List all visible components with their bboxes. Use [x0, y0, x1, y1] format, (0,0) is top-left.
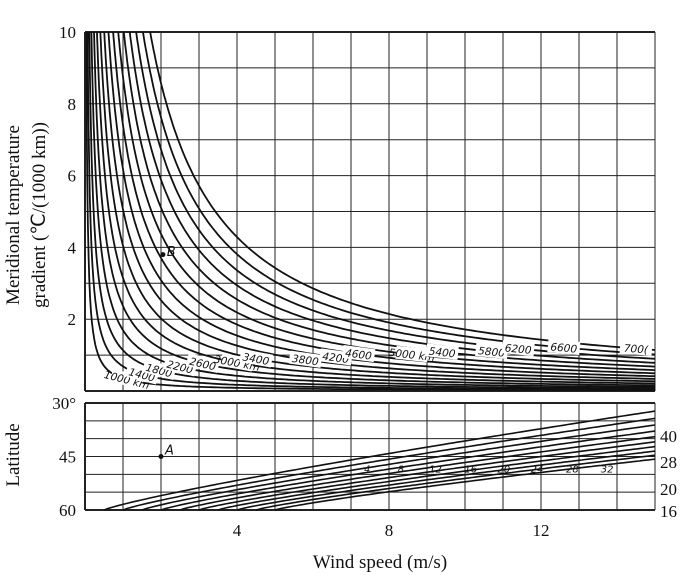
curve-3800 [103, 31, 656, 380]
curve-2600 [93, 31, 655, 387]
curve-label-2600: 2600 [188, 356, 217, 374]
point-a-label: A [164, 444, 174, 459]
curve-label-bg [501, 340, 535, 357]
bottom-curve-label-28: 28 [566, 465, 579, 476]
curve-3000-km [96, 31, 656, 385]
x-tick-label: 4 [233, 521, 242, 540]
curve-label-7000: 700( [623, 343, 649, 357]
y-tick-label: 4 [68, 238, 77, 257]
bottom-curve-40 [274, 458, 656, 511]
bottom-curve-36 [255, 454, 656, 511]
y-axis-title-line1: Meridional temperature [3, 125, 24, 305]
bottom-curve-label-24: 24 [531, 465, 544, 476]
bottom-y-axis-title: Latitude [3, 423, 24, 486]
x-tick-label: 12 [533, 521, 550, 540]
bottom-curve-label-8: 8 [398, 465, 404, 476]
curve-label-bg [395, 345, 429, 363]
y-tick-label: 8 [68, 95, 77, 114]
x-tick-label: 8 [385, 521, 394, 540]
curve-label-6200: 6200 [504, 342, 532, 357]
curve-label-bg [425, 343, 459, 360]
curve-2200 [90, 31, 655, 388]
bottom-curve-24 [198, 441, 656, 511]
y-tick-label: 2 [68, 310, 77, 329]
curve-label-bg [239, 348, 274, 368]
curve-label-3400: 3400 [242, 351, 271, 368]
curve-4600 [112, 31, 656, 375]
curve-5800 [128, 31, 656, 364]
y-axis-title-line2: gradient (℃/(1000 km)) [29, 122, 50, 308]
curve-label-bg [475, 342, 509, 360]
curve-label-6600: 6600 [550, 341, 578, 355]
bottom-right-label: 20 [660, 480, 677, 499]
curve-label-5800: 5800 [478, 345, 506, 360]
bottom-y-tick-label: 60 [59, 501, 76, 520]
curve-label-5000-km: 5000 km [388, 347, 435, 364]
curve-1800 [88, 31, 655, 390]
curve-label-bg [619, 340, 653, 356]
bottom-right-label: 40 [660, 427, 677, 446]
bottom-y-tick-label: 45 [59, 448, 76, 467]
point-b-label: B [167, 245, 176, 260]
curve-label-3800: 3800 [291, 353, 319, 369]
y-tick-label: 10 [59, 23, 76, 42]
bottom-curve-label-32: 32 [601, 465, 614, 476]
curve-1400 [86, 31, 656, 391]
bottom-curve-28 [217, 445, 656, 511]
point-b-marker [160, 252, 166, 258]
bottom-panel-curves [103, 410, 656, 511]
top-panel-grid [84, 31, 656, 392]
bottom-curve-32 [236, 450, 656, 511]
curve-5000-km [117, 31, 656, 371]
curve-label-bg [547, 339, 581, 355]
point-a-marker [158, 454, 164, 459]
bottom-curve-label-12: 12 [429, 465, 442, 476]
curve-label-bg [163, 356, 198, 377]
curve-3400 [99, 31, 656, 383]
bottom-right-label: 28 [660, 453, 677, 472]
curve-6600 [142, 31, 656, 356]
curve-6200 [135, 31, 656, 360]
bottom-curve-label-4: 4 [364, 465, 370, 476]
curve-label-5400: 5400 [428, 346, 456, 361]
curve-label-bg [142, 359, 177, 381]
curve-label-bg [341, 345, 376, 363]
bottom-curve-4 [103, 410, 656, 511]
y-tick-label: 6 [68, 167, 77, 186]
bottom-curve-16 [160, 430, 656, 511]
curve-label-bg [288, 350, 323, 368]
bottom-curve-label-16: 16 [464, 465, 477, 476]
curve-label-4600: 4600 [344, 347, 372, 362]
bottom-y-tick-label: 30° [52, 394, 76, 413]
curve-label-bg [109, 368, 145, 390]
curve-label-bg [185, 353, 220, 373]
bottom-curve-label-20: 20 [497, 465, 510, 476]
curve-label-bg [124, 363, 160, 385]
bottom-curve-20 [179, 435, 656, 511]
curve-4200 [107, 31, 656, 378]
x-axis-title: Wind speed (m/s) [313, 552, 447, 573]
bottom-curve-12 [141, 424, 656, 511]
curve-5400 [122, 31, 656, 368]
bottom-right-label: 16 [660, 502, 677, 521]
curve-7000 [149, 31, 656, 351]
bottom-curve-8 [122, 417, 656, 511]
